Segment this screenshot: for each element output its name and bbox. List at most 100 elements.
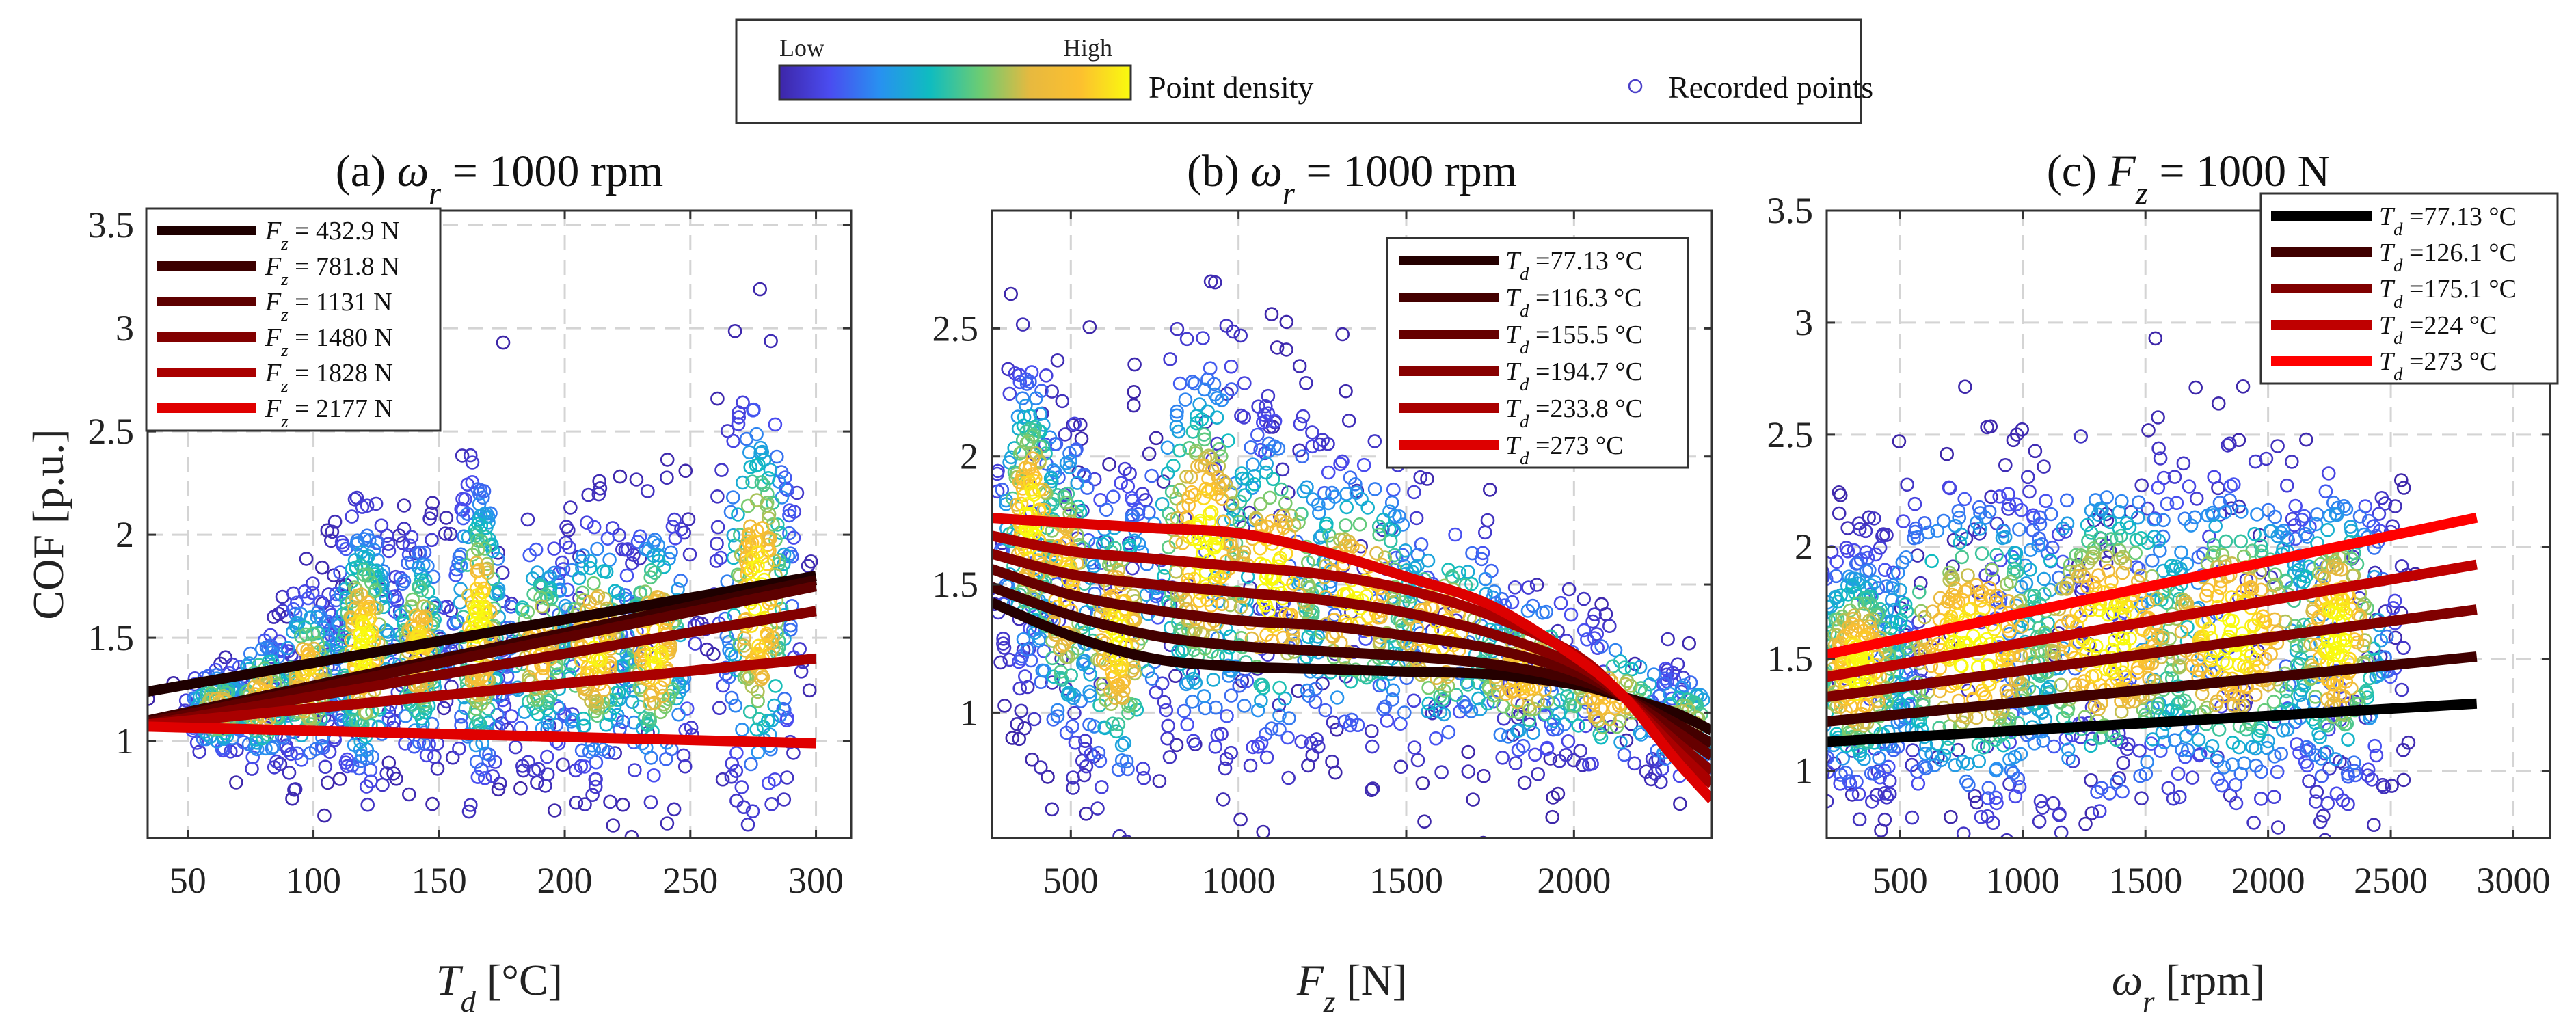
legend-subscript: z: [280, 233, 288, 254]
recorded-point: [1061, 685, 1076, 700]
recorded-point: [1811, 807, 1823, 820]
recorded-point: [1179, 469, 1194, 484]
legend-subscript: d: [1520, 448, 1529, 468]
recorded-point: [1633, 725, 1648, 740]
x-axis-label: Td [°C]: [436, 956, 563, 1019]
recorded-point: [1121, 705, 1136, 721]
recorded-point: [1203, 274, 1218, 289]
title-subscript: r: [1283, 176, 1296, 211]
legend-variable: F: [265, 288, 282, 317]
recorded-point: [782, 526, 796, 541]
legend-variable: T: [1505, 247, 1522, 275]
recorded-point: [1364, 783, 1379, 797]
recorded-point: [1461, 744, 1475, 759]
recorded-point: [1955, 754, 1970, 769]
legend-value: =273: [1529, 431, 1589, 460]
legend-unit: °C: [1609, 358, 1643, 386]
recorded-point: [1172, 443, 1187, 458]
recorded-point: [604, 692, 618, 708]
recorded-point: [729, 764, 744, 778]
legend-box: [145, 207, 442, 432]
recorded-point: [1879, 579, 1894, 593]
y-tick-label: 2.5: [88, 411, 135, 452]
recorded-point: [379, 766, 394, 781]
legend-subscript: z: [280, 375, 288, 396]
recorded-point: [376, 600, 391, 615]
recorded-point: [1170, 321, 1185, 336]
recorded-point: [1804, 603, 1816, 615]
recorded-point: [1992, 595, 2007, 610]
recorded-point: [2151, 410, 2165, 425]
recorded-point: [369, 536, 384, 550]
recorded-point: [1218, 761, 1233, 776]
recorded-point: [451, 556, 466, 570]
recorded-point: [1833, 488, 1848, 502]
recorded-point: [2019, 576, 2034, 591]
recorded-point: [1858, 524, 1873, 539]
recorded-point: [1033, 439, 1048, 454]
recorded-point: [2039, 494, 2053, 509]
recorded-point: [1091, 745, 1106, 760]
recorded-point: [2033, 794, 2048, 809]
recorded-point: [1617, 747, 1632, 762]
recorded-point: [1387, 548, 1402, 563]
recorded-point: [1602, 619, 1617, 634]
recorded-point: [556, 757, 570, 772]
recorded-point: [1429, 731, 1443, 746]
recorded-point: [1223, 597, 1237, 613]
recorded-point: [1812, 790, 1824, 803]
recorded-point: [734, 780, 749, 794]
recorded-point: [1619, 733, 1634, 748]
recorded-point: [1179, 332, 1194, 347]
recorded-point: [326, 568, 341, 583]
recorded-point: [2148, 331, 2163, 346]
recorded-point: [2318, 833, 2332, 838]
recorded-point: [1384, 495, 1399, 510]
recorded-point: [1487, 584, 1501, 599]
recorded-point: [1352, 517, 1367, 532]
recorded-point: [1012, 446, 1028, 461]
recorded-point: [1144, 468, 1159, 483]
recorded-point: [1827, 766, 1830, 779]
recorded-point: [1726, 671, 1738, 684]
recorded-point: [1087, 719, 1101, 734]
recorded-point: [643, 570, 658, 585]
recorded-point: [1188, 487, 1202, 502]
recorded-point: [1460, 677, 1475, 692]
recorded-point: [2084, 806, 2099, 820]
legend-value: =116.3: [1529, 284, 1607, 312]
recorded-point: [1345, 712, 1359, 727]
recorded-point: [288, 782, 303, 796]
recorded-point: [481, 716, 496, 730]
recorded-point: [2180, 742, 2195, 757]
recorded-point: [1184, 485, 1199, 500]
recorded-point: [1020, 680, 1035, 695]
recorded-point: [997, 641, 1012, 655]
recorded-point: [756, 719, 771, 734]
recorded-point: [2374, 490, 2389, 505]
recorded-point: [2274, 525, 2288, 540]
recorded-point: [1561, 582, 1577, 597]
recorded-point: [1341, 413, 1356, 428]
recorded-point: [1305, 425, 1319, 440]
legend-value: = 2177: [289, 394, 368, 423]
recorded-point: [728, 870, 740, 883]
recorded-point: [763, 462, 778, 477]
recorded-point: [1163, 352, 1177, 366]
recorded-point: [455, 502, 470, 517]
recorded-point: [361, 548, 376, 563]
recorded-point: [1996, 524, 2011, 539]
recorded-point: [2254, 792, 2268, 806]
recorded-point: [1233, 600, 1248, 615]
recorded-point: [1799, 617, 1811, 630]
recorded-point: [1883, 621, 1899, 636]
title-variable: ω: [397, 146, 429, 196]
recorded-point: [1259, 399, 1273, 414]
recorded-point: [192, 744, 207, 759]
recorded-point: [607, 700, 622, 715]
recorded-point: [478, 562, 493, 577]
recorded-point: [2246, 816, 2261, 830]
recorded-point: [630, 535, 645, 549]
